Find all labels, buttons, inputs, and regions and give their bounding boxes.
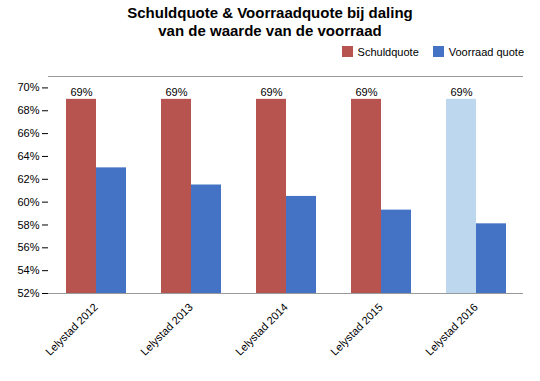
- svg-text:68%: 68%: [17, 104, 39, 116]
- svg-text:58%: 58%: [17, 218, 39, 230]
- svg-text:52%: 52%: [17, 287, 39, 299]
- svg-text:Lelystad 2015: Lelystad 2015: [328, 301, 385, 358]
- svg-text:70%: 70%: [17, 81, 39, 93]
- svg-text:56%: 56%: [17, 241, 39, 253]
- html-text:Voorraad quote: Voorraad quote: [448, 46, 524, 58]
- svg-text:60%: 60%: [17, 196, 39, 208]
- svg-text:69%: 69%: [70, 86, 92, 98]
- svg-text:69%: 69%: [165, 86, 187, 98]
- svg-text:69%: 69%: [450, 86, 472, 98]
- svg-text:Lelystad 2016: Lelystad 2016: [423, 301, 480, 358]
- svg-text:62%: 62%: [17, 173, 39, 185]
- svg-text:69%: 69%: [355, 86, 377, 98]
- svg-text:Lelystad 2012: Lelystad 2012: [43, 301, 100, 358]
- html-text:Schuldquote: Schuldquote: [357, 46, 419, 58]
- svg-text:Lelystad 2014: Lelystad 2014: [233, 301, 290, 358]
- svg-text:69%: 69%: [260, 86, 282, 98]
- html-text:Schuldquote & Voorraadquote bi: Schuldquote & Voorraadquote bij daling v…: [127, 4, 413, 39]
- svg-text:54%: 54%: [17, 264, 39, 276]
- svg-text:66%: 66%: [17, 127, 39, 139]
- svg-text:Lelystad 2013: Lelystad 2013: [138, 301, 195, 358]
- svg-text:64%: 64%: [17, 150, 39, 162]
